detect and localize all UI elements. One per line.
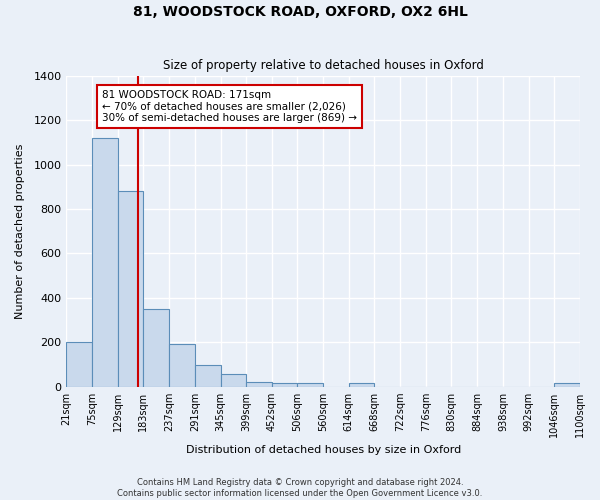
Bar (118, 192, 143, 386)
Bar (297, 383, 323, 386)
Text: 81, WOODSTOCK ROAD, OXFORD, OX2 6HL: 81, WOODSTOCK ROAD, OXFORD, OX2 6HL (133, 5, 467, 19)
Bar (169, 344, 195, 386)
Text: Contains HM Land Registry data © Crown copyright and database right 2024.
Contai: Contains HM Land Registry data © Crown c… (118, 478, 482, 498)
Title: Size of property relative to detached houses in Oxford: Size of property relative to detached ho… (163, 59, 484, 72)
Bar (92, 138, 118, 386)
X-axis label: Distribution of detached houses by size in Oxford: Distribution of detached houses by size … (185, 445, 461, 455)
Bar (554, 383, 580, 386)
Bar (349, 383, 374, 386)
Bar (221, 374, 246, 386)
Bar (67, 342, 92, 386)
Text: 81 WOODSTOCK ROAD: 171sqm
← 70% of detached houses are smaller (2,026)
30% of se: 81 WOODSTOCK ROAD: 171sqm ← 70% of detac… (102, 90, 357, 123)
Bar (246, 382, 272, 386)
Bar (272, 383, 297, 386)
Bar (195, 366, 221, 386)
Bar (143, 309, 169, 386)
Y-axis label: Number of detached properties: Number of detached properties (15, 144, 25, 319)
